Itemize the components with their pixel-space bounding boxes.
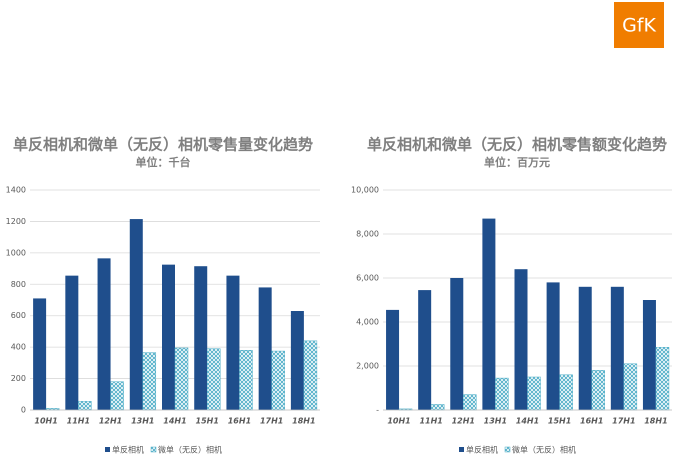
bar xyxy=(418,290,432,410)
bar xyxy=(527,376,541,411)
bar xyxy=(33,298,47,410)
bar xyxy=(290,311,304,410)
bar xyxy=(78,401,92,411)
y-tick-label: 200 xyxy=(11,374,26,383)
bar xyxy=(206,348,221,411)
legend-label: 微单（无反）相机 xyxy=(512,445,576,455)
bar xyxy=(226,275,240,410)
y-tick-label: 6,000 xyxy=(356,274,379,283)
x-tick-label: 17H1 xyxy=(260,417,283,426)
x-tick-label: 18H1 xyxy=(292,417,315,426)
legend-swatch xyxy=(459,447,464,452)
bar xyxy=(174,347,189,411)
bar xyxy=(642,300,656,410)
bar xyxy=(514,269,528,410)
bar xyxy=(463,394,477,411)
y-tick-label: 8,000 xyxy=(356,230,379,239)
y-tick-label: - xyxy=(376,406,379,415)
legend-swatch xyxy=(504,446,511,453)
bar xyxy=(655,347,670,411)
y-tick-label: 600 xyxy=(11,311,26,320)
bar xyxy=(578,286,592,410)
bar xyxy=(239,350,253,411)
x-tick-label: 16H1 xyxy=(580,417,603,426)
x-tick-label: 10H1 xyxy=(34,417,57,426)
bar xyxy=(194,266,208,410)
y-tick-label: 1200 xyxy=(6,217,26,226)
x-tick-label: 14H1 xyxy=(163,417,186,426)
bar xyxy=(610,286,624,410)
bar xyxy=(430,404,445,411)
y-tick-label: 0 xyxy=(21,406,26,415)
y-tick-label: 2,000 xyxy=(356,362,379,371)
bar xyxy=(110,381,124,411)
bar xyxy=(559,374,573,411)
legend-swatch xyxy=(105,447,110,452)
x-tick-label: 10H1 xyxy=(387,417,410,426)
logo: GfK xyxy=(622,15,656,37)
x-tick-label: 16H1 xyxy=(228,417,251,426)
legend-swatch xyxy=(150,446,157,453)
bar xyxy=(162,264,175,410)
bar xyxy=(97,258,111,410)
y-tick-label: 10,000 xyxy=(351,186,379,195)
x-tick-label: 15H1 xyxy=(548,417,571,426)
x-tick-label: 13H1 xyxy=(484,417,507,426)
x-tick-label: 18H1 xyxy=(644,417,667,426)
bar xyxy=(623,363,638,411)
x-tick-label: 13H1 xyxy=(131,417,154,426)
bar xyxy=(258,287,272,410)
x-tick-label: 11H1 xyxy=(419,417,442,426)
y-tick-label: 400 xyxy=(11,343,26,352)
bar xyxy=(591,370,605,411)
legend-label: 微单（无反）相机 xyxy=(158,445,222,455)
legend-label: 单反相机 xyxy=(466,445,498,455)
chart-title: 单反相机和微单（无反）相机零售额变化趋势 xyxy=(367,136,667,154)
y-tick-label: 800 xyxy=(11,280,26,289)
x-tick-label: 12H1 xyxy=(452,417,475,426)
y-tick-label: 1000 xyxy=(6,248,26,257)
chart-subtitle: 单位：千台 xyxy=(136,155,191,169)
bar xyxy=(271,350,285,411)
x-tick-label: 12H1 xyxy=(99,417,122,426)
bar xyxy=(450,278,464,410)
bar xyxy=(482,218,496,410)
x-tick-label: 14H1 xyxy=(516,417,539,426)
chart-title: 单反相机和微单（无反）相机零售量变化趋势 xyxy=(13,136,313,154)
bar xyxy=(65,275,79,410)
bar xyxy=(386,309,400,410)
bar xyxy=(129,219,143,410)
y-tick-label: 4,000 xyxy=(356,318,379,327)
x-tick-label: 17H1 xyxy=(612,417,635,426)
x-tick-label: 15H1 xyxy=(196,417,219,426)
bar xyxy=(546,282,560,410)
bar xyxy=(142,352,157,411)
logo-box xyxy=(614,2,664,48)
y-tick-label: 1400 xyxy=(6,186,26,195)
bar xyxy=(495,377,509,411)
x-tick-label: 11H1 xyxy=(67,417,90,426)
bar xyxy=(303,340,318,411)
chart-subtitle: 单位：百万元 xyxy=(484,155,550,169)
legend-label: 单反相机 xyxy=(112,445,144,455)
